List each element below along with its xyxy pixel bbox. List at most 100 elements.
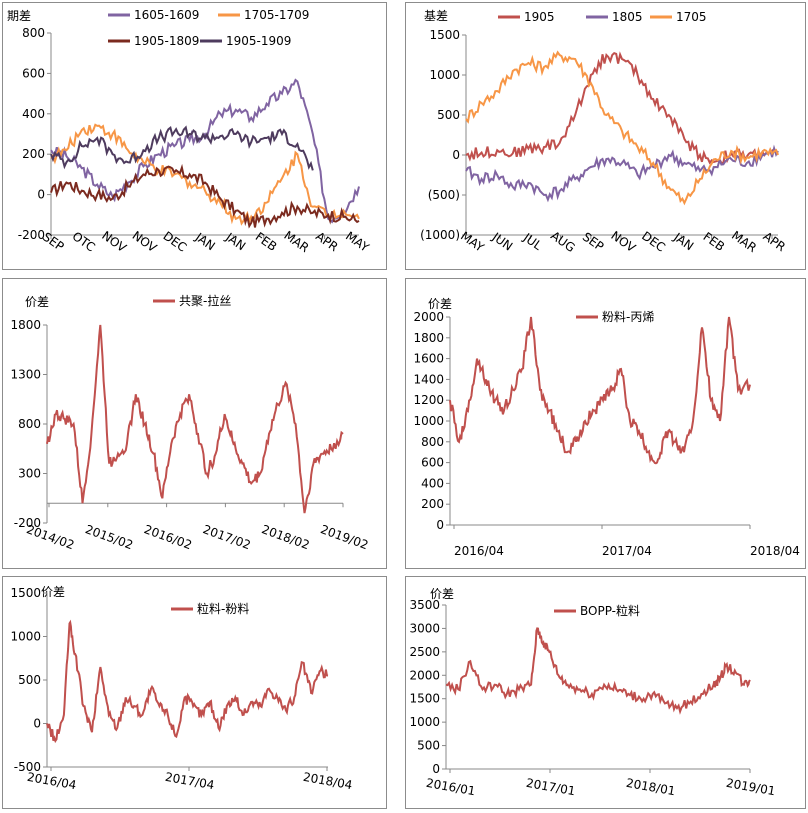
y-tick-label: 1000 <box>10 630 41 644</box>
chart-panel-5: 价差 -500 0 500 1000 1500 2016/04 2017/04 2018/04… <box>2 576 387 809</box>
x-tick-label: 2019/02 <box>319 522 371 552</box>
chart-panel-2: 基差 (1000) (500) 0 500 1000 1500 MAY JUN JUL AUG SE… <box>405 2 806 270</box>
series-line-3 <box>50 163 360 229</box>
legend-label: 粒料-粉料 <box>197 601 249 616</box>
x-tick-label: NOV <box>608 228 638 255</box>
series-line-1 <box>46 324 344 514</box>
y-tick-label: -200 <box>18 228 45 242</box>
legend-label: 1605-1609 <box>134 8 199 22</box>
x-tick-label: JAN <box>222 230 248 254</box>
legend-label: 1705-1709 <box>244 8 309 22</box>
x-tick-label: JUL <box>520 230 545 253</box>
y-tick-label: 1400 <box>413 372 444 386</box>
x-tick-label: APR <box>313 229 341 254</box>
y-tick-label: 0 <box>33 717 41 731</box>
x-tick-label: OTC <box>70 229 98 254</box>
legend-label: 1905-1909 <box>226 34 291 48</box>
x-tick-label: 2016/04 <box>26 770 78 792</box>
x-tick-label: MAY <box>458 229 487 255</box>
y-tick-label: 2000 <box>413 310 444 324</box>
y-axis-label: 基差 <box>424 9 449 23</box>
y-tick-label: 600 <box>421 456 444 470</box>
y-tick-label: 800 <box>421 435 444 449</box>
legend-label: BOPP-粒料 <box>580 603 640 618</box>
chart-panel-1: 期差 -200 0 200 400 600 800 SEP OTC NOV NOV DEC JAN JA… <box>2 2 387 270</box>
x-tick-label: 2015/02 <box>83 522 135 552</box>
x-tick-label: 2019/01 <box>725 776 777 798</box>
chart-panel-6: 价差 0 500 1000 1500 2000 2500 3000 3500 2016/01 20… <box>405 576 806 809</box>
series-line-1 <box>465 51 779 165</box>
series-line-4 <box>50 125 314 171</box>
y-tick-label: 800 <box>22 26 45 40</box>
y-axis-label: 价差 <box>25 295 50 309</box>
x-tick-label: SEP <box>580 230 606 254</box>
y-tick-label: -500 <box>14 760 41 774</box>
series-line-1 <box>50 78 360 224</box>
y-tick-label: -200 <box>14 516 41 530</box>
x-tick-label: APR <box>761 229 789 254</box>
y-tick-label: (1000) <box>420 228 460 242</box>
x-tick-label: DEC <box>639 229 668 255</box>
y-tick-label: 0 <box>436 518 444 532</box>
x-tick-label: JUN <box>489 229 515 253</box>
series-line-1 <box>46 619 329 744</box>
chart-svg-6: 0 500 1000 1500 2000 2500 3000 3500 2016/01 2017/… <box>409 598 777 798</box>
y-tick-label: 500 <box>18 673 41 687</box>
x-tick-label: JAN <box>192 230 218 254</box>
y-tick-label: 0 <box>37 188 45 202</box>
x-tick-label: 2014/02 <box>25 522 77 552</box>
y-tick-label: 1500 <box>429 28 460 42</box>
y-tick-label: 600 <box>22 66 45 80</box>
x-tick-label: NOV <box>99 228 129 255</box>
legend-label: 粉料-丙烯 <box>602 310 654 324</box>
x-tick-label: MAR <box>729 228 759 255</box>
y-tick-label: 1600 <box>413 352 444 366</box>
chart-svg-4: 0 200 400 600 800 1000 1200 1400 1600 1800 2000 201… <box>413 310 800 558</box>
y-tick-label: 400 <box>22 107 45 121</box>
series-line-3 <box>465 50 779 206</box>
y-tick-label: 3000 <box>409 621 440 635</box>
series-line-2 <box>465 144 779 203</box>
y-tick-label: 400 <box>421 476 444 490</box>
y-tick-label: 300 <box>18 467 41 481</box>
y-tick-label: 1200 <box>413 393 444 407</box>
x-tick-label: 2018/04 <box>750 544 800 558</box>
y-tick-label: 1000 <box>409 715 440 729</box>
y-tick-label: 1800 <box>413 331 444 345</box>
x-tick-label: 2018/02 <box>260 522 312 552</box>
legend-label: 1905-1809 <box>134 34 199 48</box>
x-tick-label: AUG <box>548 228 578 255</box>
y-tick-label: 1300 <box>10 368 41 382</box>
y-tick-label: 1500 <box>10 586 41 600</box>
y-tick-label: 0 <box>432 762 440 776</box>
series-line-2 <box>50 123 360 226</box>
y-tick-label: 200 <box>421 497 444 511</box>
x-tick-label: JAN <box>670 230 696 254</box>
x-tick-label: DEC <box>161 229 190 255</box>
y-tick-label: 2000 <box>409 668 440 682</box>
y-tick-label: 500 <box>437 108 460 122</box>
chart-svg-5: -500 0 500 1000 1500 2016/04 2017/04 2018/04 粒料-… <box>10 586 354 792</box>
x-tick-label: 2017/04 <box>602 544 652 558</box>
y-tick-label: 800 <box>18 417 41 431</box>
chart-panel-4: 价差 0 200 400 600 800 1000 1200 1400 1600 1800 2000… <box>405 278 806 569</box>
y-tick-label: 1500 <box>409 692 440 706</box>
x-tick-label: MAR <box>281 228 311 255</box>
x-tick-label: NOV <box>130 228 160 255</box>
x-tick-label: 2017/04 <box>164 770 216 792</box>
y-tick-label: 200 <box>22 147 45 161</box>
y-tick-label: 3500 <box>409 598 440 612</box>
x-tick-label: 2017/01 <box>525 776 577 798</box>
x-tick-label: MAY <box>343 229 372 255</box>
legend-label: 1705 <box>676 10 707 24</box>
x-tick-label: 2016/04 <box>454 544 504 558</box>
y-axis-label: 期差 <box>7 9 32 23</box>
y-tick-label: 1000 <box>413 414 444 428</box>
x-tick-label: 2018/04 <box>302 770 354 792</box>
y-axis-label: 价差 <box>428 297 453 311</box>
x-tick-label: 2016/02 <box>142 522 194 552</box>
chart-svg-2: (1000) (500) 0 500 1000 1500 MAY JUN JUL AUG SEP NO… <box>420 10 789 255</box>
y-tick-label: 2500 <box>409 645 440 659</box>
